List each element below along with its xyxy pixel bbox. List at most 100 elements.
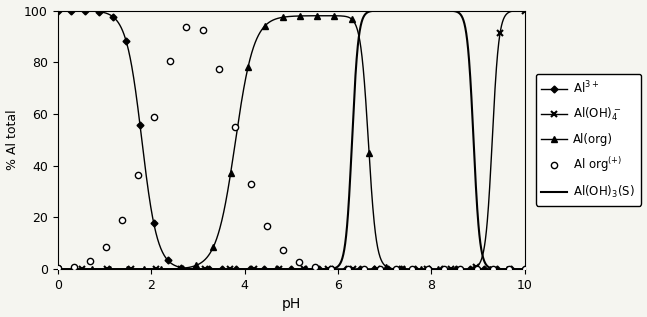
Al(org) [158, 267, 166, 271]
Al(OH)$_4^-$ [496, 31, 504, 35]
Al$^{3+}$ [95, 10, 103, 14]
Al$^{3+}$ [494, 267, 501, 271]
Al$^{3+}$ [274, 267, 281, 271]
Al(org) [503, 267, 511, 271]
Al$^{3+}$ [136, 123, 144, 127]
Al$^{3+}$ [315, 267, 323, 271]
Al(org) [123, 267, 131, 271]
Al$^{3+}$ [150, 222, 158, 225]
Al org$^{(+)}$ [166, 59, 174, 63]
Al(org) [417, 267, 425, 271]
Al(org) [140, 267, 148, 271]
Legend: Al$^{3+}$, Al(OH)$_4^-$, Al(org), Al org$^{(+)}$, Al(OH)$_3$(S): Al$^{3+}$, Al(OH)$_4^-$, Al(org), Al org… [536, 74, 641, 206]
Al$^{3+}$ [191, 267, 199, 271]
Al(org) [192, 263, 200, 267]
Al(org) [227, 171, 235, 175]
Al$^{3+}$ [219, 267, 226, 271]
Al org$^{(+)}$ [54, 267, 61, 270]
Al$^{3+}$ [109, 15, 116, 18]
Al(OH)$_3$(S) [521, 267, 529, 271]
Al(OH)$_3$(S) [54, 267, 61, 271]
Al$^{3+}$ [397, 267, 405, 271]
Al org$^{(+)}$ [488, 267, 496, 271]
Al$^{3+}$ [287, 267, 295, 271]
Al(org) [313, 14, 321, 18]
Al(OH)$_4^-$ [373, 267, 381, 271]
Al(org) [210, 245, 217, 249]
Line: Al(org): Al(org) [54, 13, 528, 272]
Al(OH)$_4^-$ [201, 267, 209, 271]
Al$^{3+}$ [232, 267, 240, 271]
Al$^{3+}$ [164, 258, 171, 262]
Al(OH)$_4^-$ [447, 267, 455, 271]
Al org$^{(+)}$ [150, 115, 158, 119]
Al$^{3+}$ [479, 267, 487, 271]
Al org$^{(+)}$ [311, 265, 319, 269]
Al(OH)$_4^-$ [422, 267, 430, 271]
Al(org) [521, 267, 529, 271]
Al org$^{(+)}$ [247, 182, 255, 186]
Al org$^{(+)}$ [70, 265, 78, 268]
Al org$^{(+)}$ [457, 267, 465, 271]
Al org$^{(+)}$ [473, 267, 481, 271]
Al org$^{(+)}$ [215, 68, 223, 71]
Al org$^{(+)}$ [86, 259, 94, 263]
Al$^{3+}$ [439, 267, 446, 271]
Al(org) [469, 267, 477, 271]
Al(OH)$_4^-$ [275, 267, 283, 271]
Al(OH)$_3$(S) [507, 267, 515, 271]
Line: Al$^{3+}$: Al$^{3+}$ [55, 8, 527, 272]
Al$^{3+}$ [342, 267, 350, 271]
Al org$^{(+)}$ [327, 267, 335, 270]
Line: Al(OH)$_4^-$: Al(OH)$_4^-$ [54, 7, 529, 273]
Al(org) [279, 16, 287, 19]
Al$^{3+}$ [54, 9, 61, 12]
Al(org) [434, 267, 442, 271]
Al$^{3+}$ [259, 267, 267, 271]
Al(org) [382, 265, 390, 268]
Al(OH)$_4^-$ [103, 267, 111, 271]
Al(org) [452, 267, 459, 271]
Al org$^{(+)}$ [441, 267, 448, 271]
X-axis label: pH: pH [281, 297, 301, 311]
Al org$^{(+)}$ [344, 267, 351, 271]
Al$^{3+}$ [521, 267, 529, 271]
Y-axis label: % Al total: % Al total [6, 110, 19, 170]
Al(org) [89, 267, 96, 271]
Al$^{3+}$ [205, 267, 213, 271]
Al(org) [400, 267, 408, 271]
Al(OH)$_4^-$ [177, 267, 184, 271]
Al(OH)$_4^-$ [472, 266, 479, 269]
Al org$^{(+)}$ [199, 29, 206, 32]
Al org$^{(+)}$ [102, 245, 110, 249]
Al(org) [331, 14, 338, 18]
Al$^{3+}$ [452, 267, 460, 271]
Al(org) [296, 14, 303, 18]
Al$^{3+}$ [425, 267, 433, 271]
Al(org) [71, 267, 79, 271]
Al(OH)$_4^-$ [250, 267, 258, 271]
Al$^{3+}$ [507, 267, 515, 271]
Al$^{3+}$ [370, 267, 378, 271]
Al(OH)$_4^-$ [152, 267, 160, 271]
Al(OH)$_4^-$ [300, 267, 307, 271]
Al(org) [365, 151, 373, 154]
Al org$^{(+)}$ [408, 267, 416, 271]
Al org$^{(+)}$ [392, 267, 400, 271]
Al$^{3+}$ [356, 267, 364, 271]
Al(OH)$_3$(S) [508, 267, 516, 271]
Al(org) [244, 66, 252, 69]
Al(OH)$_4^-$ [226, 267, 234, 271]
Al org$^{(+)}$ [360, 267, 367, 271]
Al(OH)$_4^-$ [78, 267, 86, 271]
Al org$^{(+)}$ [521, 267, 529, 271]
Al org$^{(+)}$ [424, 267, 432, 271]
Al(OH)$_3$(S) [281, 267, 289, 271]
Al(OH)$_3$(S) [269, 267, 276, 271]
Al(OH)$_4^-$ [324, 267, 332, 271]
Al org$^{(+)}$ [263, 224, 271, 228]
Al$^{3+}$ [466, 267, 474, 271]
Al org$^{(+)}$ [376, 267, 384, 271]
Al(OH)$_4^-$ [398, 267, 406, 271]
Al(OH)$_4^-$ [349, 267, 356, 271]
